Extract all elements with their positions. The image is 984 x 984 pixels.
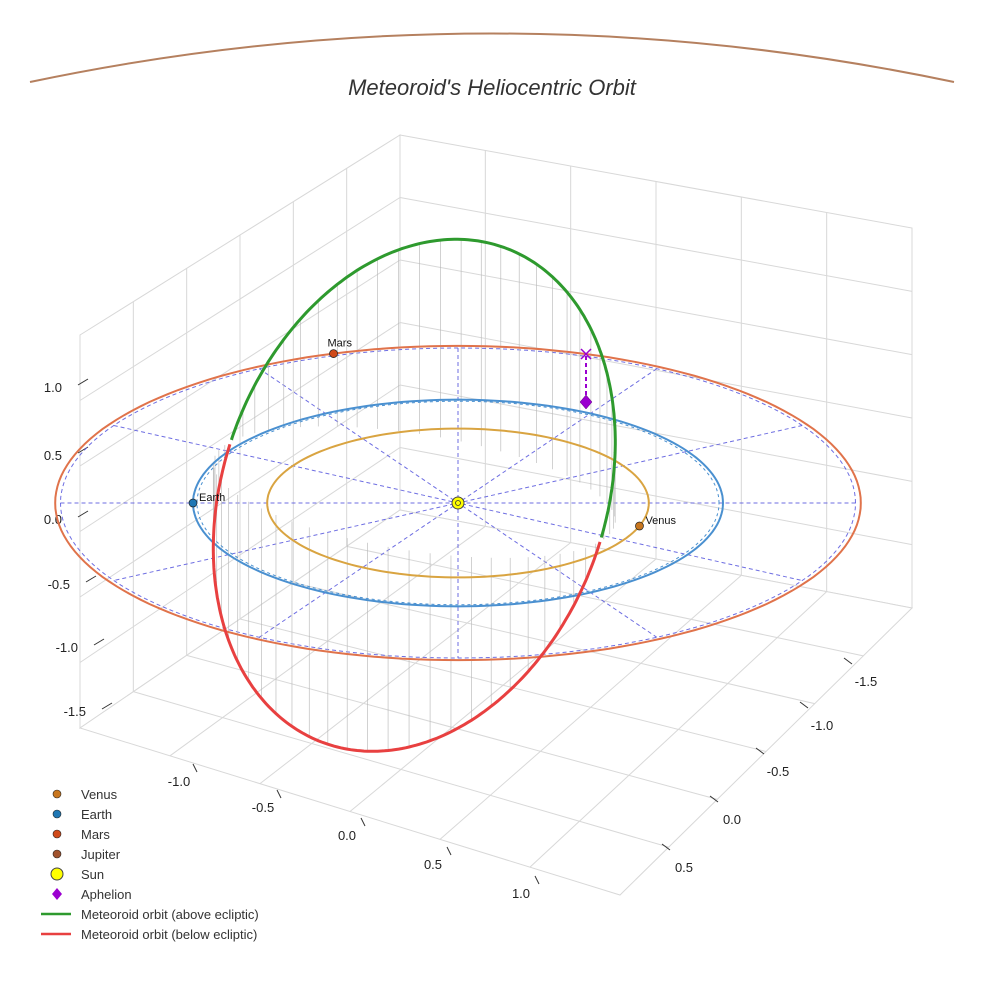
left-wall-pane-gridline-h: [79, 384, 401, 598]
orbit-venus: [266, 427, 650, 579]
x-tick-label: -1.0: [811, 718, 833, 733]
legend-marker: [52, 809, 62, 819]
legend-item: Venus: [52, 787, 118, 802]
z-tick-label: 0.5: [44, 448, 62, 463]
left-wall-pane-gridline-h: [79, 259, 401, 467]
x-tick-mark: [709, 795, 719, 803]
legend-marker: [52, 888, 62, 900]
legend-label: Jupiter: [81, 847, 121, 862]
sun-marker: [451, 496, 465, 510]
legend-label: Mars: [81, 827, 110, 842]
legend-label: Aphelion: [81, 887, 132, 902]
planet-label-mars: Mars: [328, 338, 353, 350]
y-tick-mark: [360, 817, 366, 827]
planet-marker-venus: [635, 521, 644, 531]
planet-marker-mars: [329, 349, 338, 358]
aphelion-projection-cross: [580, 348, 592, 360]
axis-grid: [78, 134, 914, 896]
x-tick-label: -1.5: [855, 674, 877, 689]
x-tick-label: 0.0: [723, 812, 741, 827]
floor-pane-gridline-h: [259, 542, 571, 785]
legend-label: Sun: [81, 867, 104, 882]
z-tick-label: -1.5: [64, 704, 86, 719]
right-wall-pane-gridline-h: [399, 447, 913, 546]
left-wall-pane: [79, 134, 401, 729]
x-tick-mark: [843, 657, 853, 665]
legend-item: Earth: [52, 807, 112, 822]
y-tick-label: -1.0: [168, 774, 190, 789]
right-wall-pane-gridline-h: [399, 322, 913, 419]
orbit-mars: [54, 344, 862, 662]
legend-marker: [52, 829, 62, 839]
orbit-earth-dashed: [196, 400, 720, 606]
right-wall-pane-gridline-h: [399, 197, 913, 292]
x-tick-mark: [661, 843, 671, 851]
legend-item: Sun: [50, 867, 104, 882]
y-tick-mark: [192, 763, 198, 773]
chart-title: Meteoroid's Heliocentric Orbit: [348, 75, 637, 100]
y-tick-mark: [446, 846, 452, 856]
legend-marker: [52, 849, 62, 859]
legend-item: Jupiter: [52, 847, 121, 862]
floor-pane-gridline-h: [529, 591, 828, 868]
z-tick-label: -0.5: [48, 577, 70, 592]
left-wall-pane-gridline-h: [79, 447, 401, 663]
right-wall-pane-gridline-h: [399, 259, 913, 356]
legend-label: Meteoroid orbit (below ecliptic): [81, 927, 257, 942]
x-tick-label: -0.5: [767, 764, 789, 779]
y-tick-label: 1.0: [512, 886, 530, 901]
floor-pane-gridline-h: [439, 574, 742, 840]
z-tick-mark: [77, 510, 89, 518]
y-tick-mark: [534, 875, 540, 885]
y-tick-mark: [276, 789, 282, 799]
meteoroid-orbit-above: [229, 237, 617, 538]
x-tick-label: 0.5: [675, 860, 693, 875]
z-tick-mark: [77, 378, 89, 386]
legend-label: Earth: [81, 807, 112, 822]
jupiter-orbit-arc: [29, 32, 955, 83]
z-tick-label: 1.0: [44, 380, 62, 395]
body-markers: Venus Earth Mars: [188, 338, 677, 531]
legend: Venus Earth Mars Jupiter Sun Aphelion Meteoroi…: [41, 787, 259, 942]
planet-label-venus: Venus: [645, 515, 676, 527]
legend-marker: [50, 867, 64, 881]
legend-marker: [52, 789, 62, 799]
meteoroid-orbit: [211, 237, 617, 753]
y-tick-label: 0.5: [424, 857, 442, 872]
floor-pane-gridline-h: [349, 558, 657, 812]
legend-item: Meteoroid orbit (above ecliptic): [41, 907, 259, 922]
sun-core: [455, 500, 461, 506]
legend-item: Mars: [52, 827, 110, 842]
x-tick-mark: [755, 747, 765, 755]
z-tick-label: -1.0: [56, 640, 78, 655]
planet-marker-earth: [188, 498, 198, 508]
aphelion-marker: [579, 394, 593, 410]
z-tick-mark: [101, 702, 113, 710]
y-tick-label: 0.0: [338, 828, 356, 843]
z-tick-mark: [85, 575, 97, 583]
x-tick-mark: [799, 701, 809, 709]
legend-label: Venus: [81, 787, 118, 802]
axis-ticks: 1.0 0.5 0.0 -0.5 -1.0 -1.5 -1.5 -1.0 -0.5 0.0 0.5 -…: [44, 378, 877, 901]
y-tick-label: -0.5: [252, 800, 274, 815]
legend-label: Meteoroid orbit (above ecliptic): [81, 907, 259, 922]
meteoroid-orbit-below: [211, 443, 602, 753]
left-wall-pane-gridline-h: [79, 197, 401, 401]
legend-item: Meteoroid orbit (below ecliptic): [41, 927, 257, 942]
planet-label-earth: Earth: [199, 492, 225, 504]
z-tick-mark: [93, 638, 105, 646]
legend-item: Aphelion: [52, 887, 132, 902]
left-wall-pane-gridline-h: [79, 322, 401, 532]
